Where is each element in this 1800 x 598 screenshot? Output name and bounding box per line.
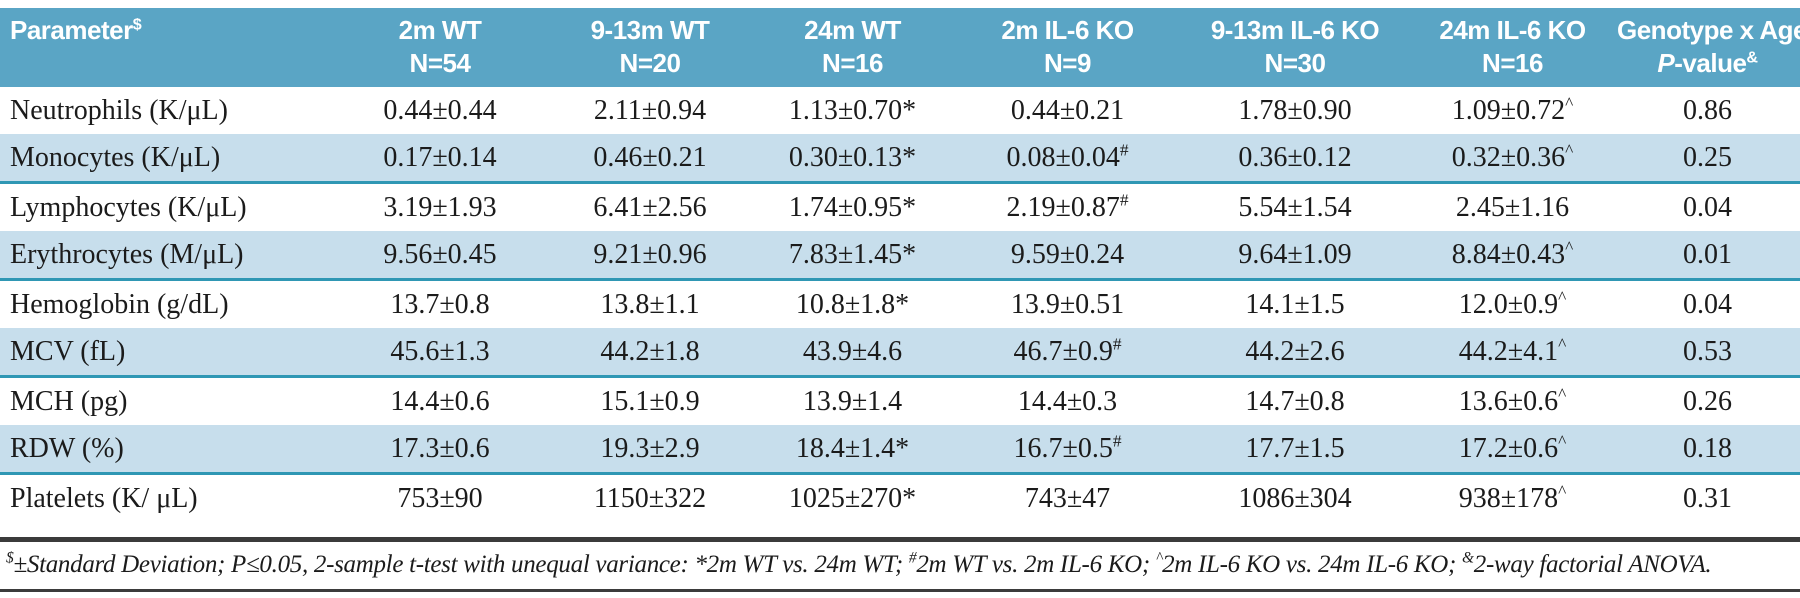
table-row-hemoglobin: Hemoglobin (g/dL) 13.7±0.8 13.8±1.1 10.8…	[0, 280, 1800, 329]
value-cell: 9.56±0.45	[330, 231, 550, 281]
value-cell: 16.7±0.5#	[955, 425, 1180, 475]
value-cell: 8.84±0.43^	[1410, 231, 1615, 281]
parameter-cell: Erythrocytes (M/μL)	[0, 231, 330, 281]
parameter-cell: Lymphocytes (K/μL)	[10, 191, 247, 223]
value-cell: 3.19±1.93	[383, 191, 497, 223]
pvalue-cell: 0.04	[1683, 288, 1732, 320]
table-row-erythrocytes: Erythrocytes (M/μL) 9.56±0.45 9.21±0.96 …	[0, 231, 1800, 281]
parameter-cell: Platelets (K/ μL)	[10, 482, 198, 514]
value-cell: 14.1±1.5	[1245, 288, 1345, 320]
value-cell: 6.41±2.56	[593, 191, 707, 223]
value-cell: 44.2±4.1^	[1410, 328, 1615, 378]
value-cell: 9.59±0.24	[955, 231, 1180, 281]
value-cell: 7.83±1.45*	[750, 231, 955, 281]
value-cell: 45.6±1.3	[330, 328, 550, 378]
value-cell: 10.8±1.8*	[795, 288, 910, 320]
table-row-rdw: RDW (%) 17.3±0.6 19.3±2.9 18.4±1.4* 16.7…	[0, 425, 1800, 475]
value-cell: 0.30±0.13*	[750, 134, 955, 184]
value-cell: 1.09±0.72^	[1451, 93, 1574, 126]
footnote-block: $±Standard Deviation; P≤0.05, 2-sample t…	[0, 537, 1800, 592]
value-cell: 0.44±0.21	[1010, 94, 1125, 126]
value-cell: 938±178^	[1458, 481, 1567, 514]
parameter-cell: RDW (%)	[0, 425, 330, 475]
value-cell: 0.44±0.44	[383, 94, 497, 126]
column-header-9-13m-wt: 9-13m WT N=20	[550, 8, 750, 87]
pvalue-cell: 0.86	[1683, 94, 1732, 126]
value-cell: 1086±304	[1238, 482, 1352, 514]
pvalue-cell: 0.26	[1683, 385, 1732, 417]
value-cell: 14.4±0.6	[390, 385, 490, 417]
value-cell: 14.4±0.3	[1017, 385, 1118, 417]
value-cell: 0.46±0.21	[550, 134, 750, 184]
value-cell: 13.9±1.4	[802, 385, 903, 417]
value-cell: 17.7±1.5	[1180, 425, 1410, 475]
parameter-cell: Neutrophils (K/μL)	[10, 94, 228, 126]
table-row-neutrophils: Neutrophils (K/μL) 0.44±0.44 2.11±0.94 1…	[0, 87, 1800, 134]
value-cell: 2.45±1.16	[1455, 191, 1570, 223]
value-cell: 13.7±0.8	[390, 288, 490, 320]
parameter-cell: MCV (fL)	[0, 328, 330, 378]
value-cell: 1150±322	[593, 482, 707, 514]
value-cell: 0.08±0.04#	[955, 134, 1180, 184]
value-cell: 12.0±0.9^	[1458, 287, 1567, 320]
value-cell: 9.21±0.96	[550, 231, 750, 281]
value-cell: 753±90	[397, 482, 483, 514]
table-row-mcv: MCV (fL) 45.6±1.3 44.2±1.8 43.9±4.6 46.7…	[0, 328, 1800, 378]
column-header-9-13m-il6-ko: 9-13m IL-6 KO N=30	[1180, 8, 1410, 87]
table-row-platelets: Platelets (K/ μL) 753±90 1150±322 1025±2…	[0, 474, 1800, 523]
value-cell: 13.8±1.1	[600, 288, 700, 320]
value-cell: 19.3±2.9	[550, 425, 750, 475]
parameter-cell: MCH (pg)	[10, 385, 128, 417]
value-cell: 18.4±1.4*	[750, 425, 955, 475]
column-header-genotype-x-age: Genotype x Age P-value&	[1615, 8, 1800, 87]
parameter-header-label: Parameter	[10, 15, 133, 45]
footnote: $±Standard Deviation; P≤0.05, 2-sample t…	[6, 549, 1712, 578]
parameter-header-sup: $	[132, 15, 142, 34]
value-cell: 743±47	[1024, 482, 1111, 514]
value-cell: 46.7±0.9#	[955, 328, 1180, 378]
parameter-cell: Monocytes (K/μL)	[0, 134, 330, 184]
parameter-cell: Hemoglobin (g/dL)	[10, 288, 229, 320]
value-cell: 9.64±1.09	[1180, 231, 1410, 281]
pvalue-cell: 0.04	[1683, 191, 1732, 223]
column-header-24m-wt: 24m WT N=16	[750, 8, 955, 87]
value-cell: 2.11±0.94	[593, 94, 707, 126]
parameter-header-cell: Parameter$	[0, 8, 330, 87]
value-cell: 0.32±0.36^	[1410, 134, 1615, 184]
value-cell: 44.2±1.8	[550, 328, 750, 378]
value-cell: 1.13±0.70*	[788, 94, 917, 126]
value-cell: 1025±270*	[788, 482, 917, 514]
value-cell: 5.54±1.54	[1238, 191, 1352, 223]
pvalue-cell: 0.25	[1615, 134, 1800, 184]
table-header: Parameter$ 2m WT N=54 9-13m WT N=20 24m WT…	[0, 8, 1800, 87]
value-cell: 15.1±0.9	[600, 385, 700, 417]
value-cell: 17.3±0.6	[330, 425, 550, 475]
pvalue-cell: 0.53	[1615, 328, 1800, 378]
value-cell: 43.9±4.6	[750, 328, 955, 378]
table-body: Neutrophils (K/μL) 0.44±0.44 2.11±0.94 1…	[0, 87, 1800, 522]
hematology-table: Parameter$ 2m WT N=54 9-13m WT N=20 24m WT…	[0, 8, 1800, 522]
table-row-mch: MCH (pg) 14.4±0.6 15.1±0.9 13.9±1.4 14.4…	[0, 377, 1800, 426]
value-cell: 0.17±0.14	[330, 134, 550, 184]
header-row: Parameter$ 2m WT N=54 9-13m WT N=20 24m WT…	[0, 8, 1800, 87]
value-cell: 44.2±2.6	[1180, 328, 1410, 378]
value-cell: 1.78±0.90	[1238, 94, 1352, 126]
value-cell: 17.2±0.6^	[1410, 425, 1615, 475]
value-cell: 14.7±0.8	[1245, 385, 1345, 417]
column-header-2m-il6-ko: 2m IL-6 KO N=9	[955, 8, 1180, 87]
table-row-lymphocytes: Lymphocytes (K/μL) 3.19±1.93 6.41±2.56 1…	[0, 183, 1800, 232]
value-cell: 13.6±0.6^	[1458, 384, 1567, 417]
value-cell: 13.9±0.51	[1010, 288, 1125, 320]
table-row-monocytes: Monocytes (K/μL) 0.17±0.14 0.46±0.21 0.3…	[0, 134, 1800, 184]
column-header-2m-wt: 2m WT N=54	[330, 8, 550, 87]
pvalue-cell: 0.31	[1683, 482, 1732, 514]
value-cell: 0.36±0.12	[1180, 134, 1410, 184]
pvalue-cell: 0.18	[1615, 425, 1800, 475]
column-header-24m-il6-ko: 24m IL-6 KO N=16	[1410, 8, 1615, 87]
pvalue-cell: 0.01	[1615, 231, 1800, 281]
value-cell: 2.19±0.87#	[1006, 190, 1129, 223]
value-cell: 1.74±0.95*	[788, 191, 917, 223]
